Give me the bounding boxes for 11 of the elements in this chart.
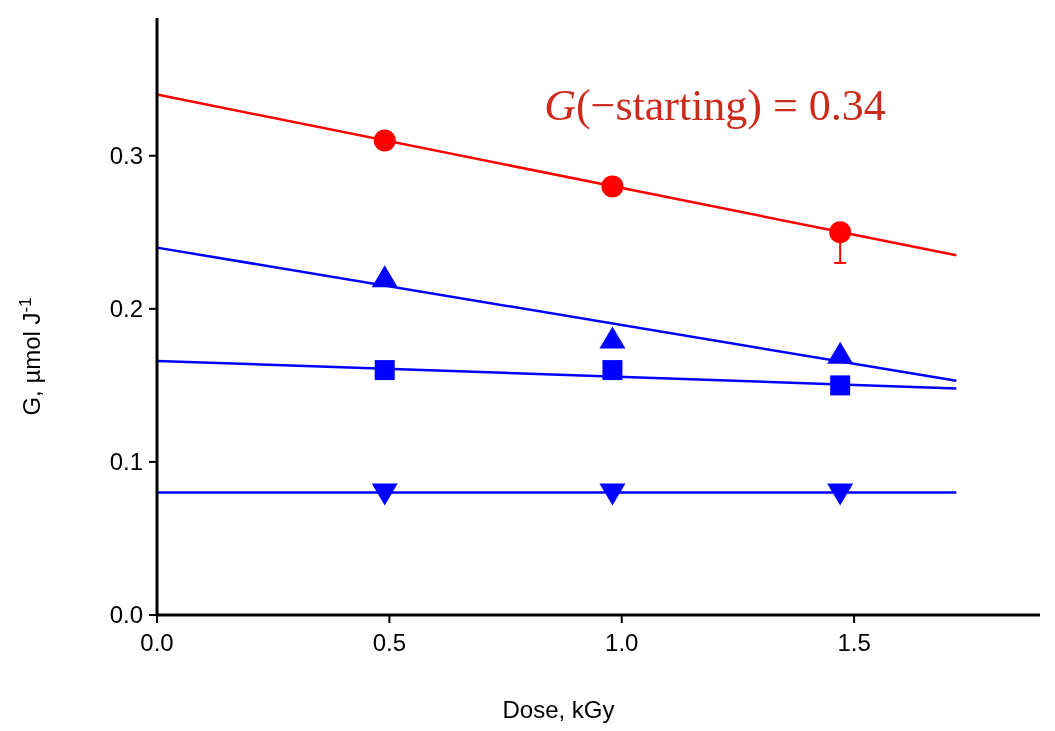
- x-tick-label: 0.0: [140, 629, 174, 656]
- x-tick-label: 0.5: [372, 629, 407, 656]
- y-tick-label: 0.3: [109, 141, 143, 169]
- y-tick-label: 0.2: [109, 294, 143, 322]
- y-tick-label: 0.1: [109, 447, 143, 475]
- annotation: G(−starting) = 0.34: [544, 81, 886, 130]
- point: [829, 221, 852, 244]
- x-tick-label: 1.5: [837, 629, 871, 656]
- x-axis-title: Dose, kGy: [502, 696, 615, 723]
- y-tick-label: 0.0: [109, 601, 143, 628]
- x-tick-label: 1.0: [605, 629, 639, 656]
